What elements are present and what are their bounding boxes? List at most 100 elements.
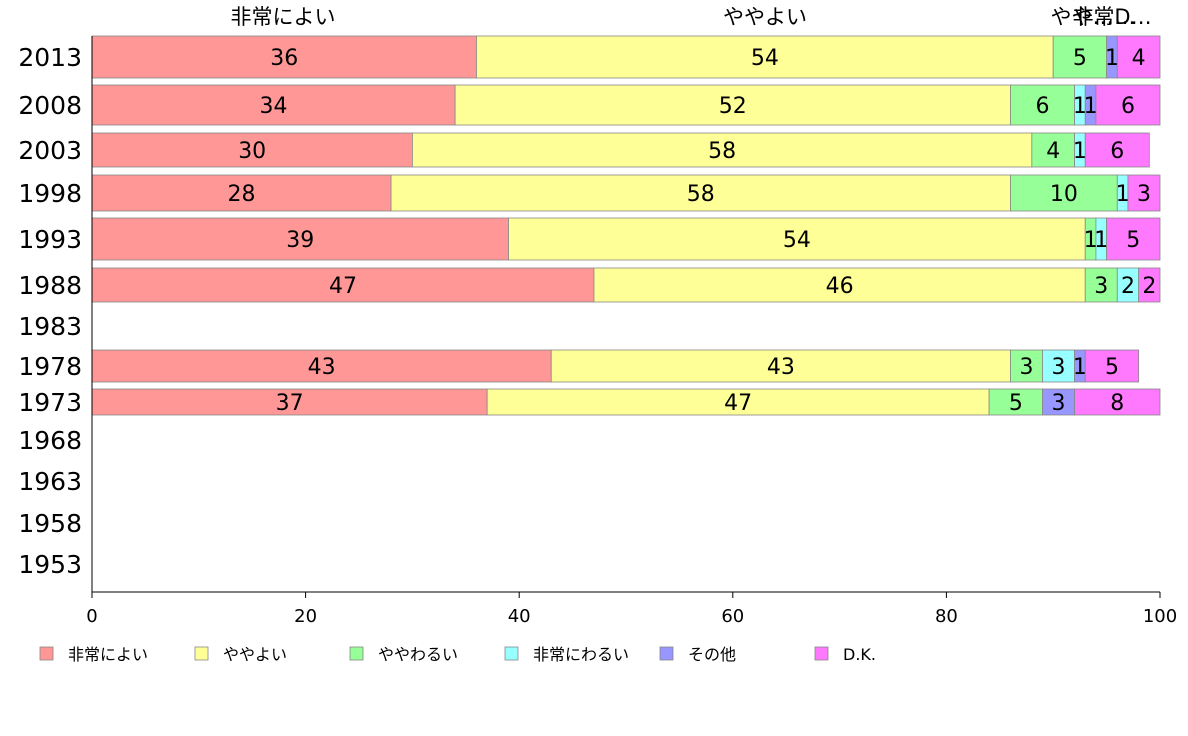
data-label: 5 [1105, 355, 1119, 380]
data-label: 52 [719, 94, 747, 119]
legend-swatch [349, 646, 364, 661]
bar-segment [1084, 267, 1118, 303]
x-tick-label: 20 [294, 606, 317, 627]
data-label: 10 [1050, 182, 1078, 207]
data-label: 1 [1084, 94, 1098, 119]
bar-segment [91, 388, 488, 416]
legend-label: その他 [688, 645, 736, 664]
bar-segment [454, 84, 1011, 126]
bar-segment [1010, 174, 1118, 212]
data-label: 6 [1036, 94, 1050, 119]
data-label: 1 [1073, 139, 1087, 164]
bar-segment [1031, 132, 1075, 168]
data-label: 6 [1110, 139, 1124, 164]
data-label: 1 [1073, 355, 1087, 380]
top-label: D… [1114, 5, 1151, 29]
data-label: 4 [1046, 139, 1060, 164]
x-tick-label: 100 [1143, 606, 1177, 627]
data-label: 1 [1105, 46, 1119, 71]
y-tick-label: 1978 [18, 352, 82, 381]
bar-segment [486, 388, 990, 416]
bar-segment [1138, 267, 1161, 303]
data-label: 28 [228, 182, 256, 207]
data-label: 36 [270, 46, 298, 71]
data-label: 5 [1009, 391, 1023, 416]
data-label: 3 [1052, 355, 1066, 380]
bar-segment [91, 217, 509, 261]
data-label: 39 [286, 228, 314, 253]
bar-segment [1084, 132, 1150, 168]
bar-segment [91, 84, 456, 126]
bar-segment [91, 35, 477, 79]
data-label: 2 [1142, 274, 1156, 299]
top-labels: 非常によい ややよい やや…非常…D… [231, 5, 1152, 29]
y-axis-labels: 2013 2008 2003 1998 1993 1988 1983 1978 1973 1968… [18, 43, 82, 579]
bars: 36 54 5 1 434 52 6 11 630 58 4 1 628 58 10 1 339 54 11 547 4… [91, 35, 1161, 416]
data-label: 37 [276, 391, 304, 416]
data-label: 1 [1084, 228, 1098, 253]
data-label: 3 [1052, 391, 1066, 416]
data-label: 5 [1073, 46, 1087, 71]
bar-segment [593, 267, 1086, 303]
legend-label: D.K. [843, 645, 876, 664]
bar-segment [411, 132, 1033, 168]
bar-segment [1074, 388, 1161, 416]
x-tick-label: 80 [935, 606, 958, 627]
data-label: 1 [1073, 94, 1087, 119]
data-label: 43 [308, 355, 336, 380]
data-label: 58 [687, 182, 715, 207]
data-label: 54 [783, 228, 811, 253]
y-tick-label: 2008 [18, 91, 82, 120]
legend-swatch [194, 646, 209, 661]
bar-segment [91, 267, 595, 303]
y-tick-label: 1998 [18, 179, 82, 208]
y-tick-label: 2003 [18, 136, 82, 165]
bar-segment [550, 349, 1011, 383]
bar-segment [988, 388, 1043, 416]
data-label: 1 [1116, 182, 1130, 207]
legend-label: 非常にわるい [533, 645, 629, 664]
data-label: 2 [1121, 274, 1135, 299]
bar-segment [1127, 174, 1161, 212]
legend-label: ややよい [223, 645, 287, 664]
data-label: 54 [751, 46, 779, 71]
data-label: 34 [260, 94, 288, 119]
y-tick-label: 1958 [18, 509, 82, 538]
y-tick-label: 1988 [18, 271, 82, 300]
data-label: 58 [708, 139, 736, 164]
legend-swatch [39, 646, 54, 661]
top-label: ややよい [723, 5, 807, 29]
top-label: 非常… [1073, 5, 1136, 29]
data-label: 6 [1121, 94, 1135, 119]
bar-segment [91, 349, 552, 383]
data-label: 43 [767, 355, 795, 380]
data-label: 47 [724, 391, 752, 416]
y-tick-label: 1968 [18, 426, 82, 455]
data-label: 3 [1020, 355, 1034, 380]
top-label: 非常によい [231, 5, 336, 29]
x-tick-label: 40 [508, 606, 531, 627]
x-tick-label: 0 [86, 606, 97, 627]
data-label: 1 [1094, 228, 1108, 253]
data-label: 3 [1137, 182, 1151, 207]
bar-segment [1084, 349, 1140, 383]
data-label: 5 [1126, 228, 1140, 253]
bar-segment [508, 217, 1086, 261]
data-label: 8 [1110, 391, 1124, 416]
legend-swatch [659, 646, 674, 661]
bar-segment [1042, 388, 1075, 416]
y-tick-label: 1953 [18, 550, 82, 579]
bar-segment [1095, 84, 1161, 126]
legend: 非常によい ややよい ややわるい 非常にわるい その他 D.K. [39, 645, 876, 664]
legend-label: 非常によい [68, 645, 148, 664]
data-label: 47 [329, 274, 357, 299]
bar-segment [1010, 84, 1075, 126]
top-label: やや… [1051, 5, 1114, 29]
data-label: 46 [826, 274, 854, 299]
bar-segment [390, 174, 1011, 212]
y-tick-label: 1973 [18, 388, 82, 417]
data-label: 30 [238, 139, 266, 164]
bar-segment [1106, 217, 1161, 261]
bar-segment [91, 174, 392, 212]
y-tick-label: 2013 [18, 43, 82, 72]
